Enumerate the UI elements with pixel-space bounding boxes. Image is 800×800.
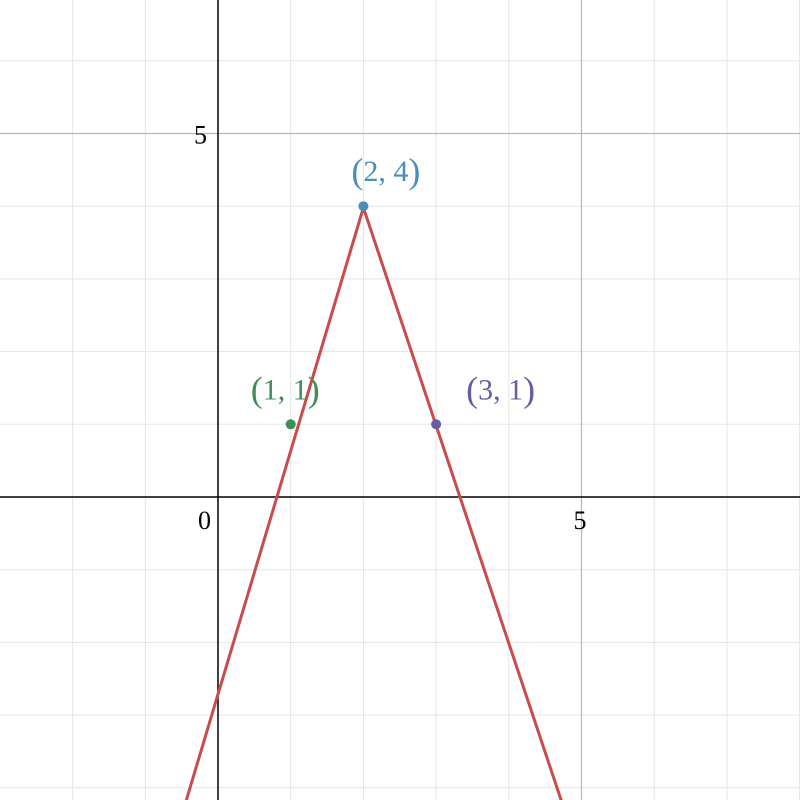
major-grid	[0, 0, 800, 800]
x-tick-label: 5	[574, 506, 587, 535]
coordinate-chart: 0 5 5 (2, 4) (1, 1) (3, 1)	[0, 0, 800, 800]
chart-svg: 0 5 5 (2, 4) (1, 1) (3, 1)	[0, 0, 800, 800]
marker-label: (3, 1)	[466, 369, 535, 409]
y-tick-label: 5	[194, 121, 207, 150]
axes	[0, 0, 800, 800]
marker-label: (1, 1)	[251, 369, 320, 409]
minor-grid	[0, 0, 800, 800]
x-tick-label: 0	[198, 506, 211, 535]
marker-point	[431, 419, 441, 429]
marker-point	[358, 201, 368, 211]
marker-point	[286, 419, 296, 429]
markers: (2, 4) (1, 1) (3, 1)	[251, 151, 535, 429]
marker-label: (2, 4)	[351, 151, 420, 191]
